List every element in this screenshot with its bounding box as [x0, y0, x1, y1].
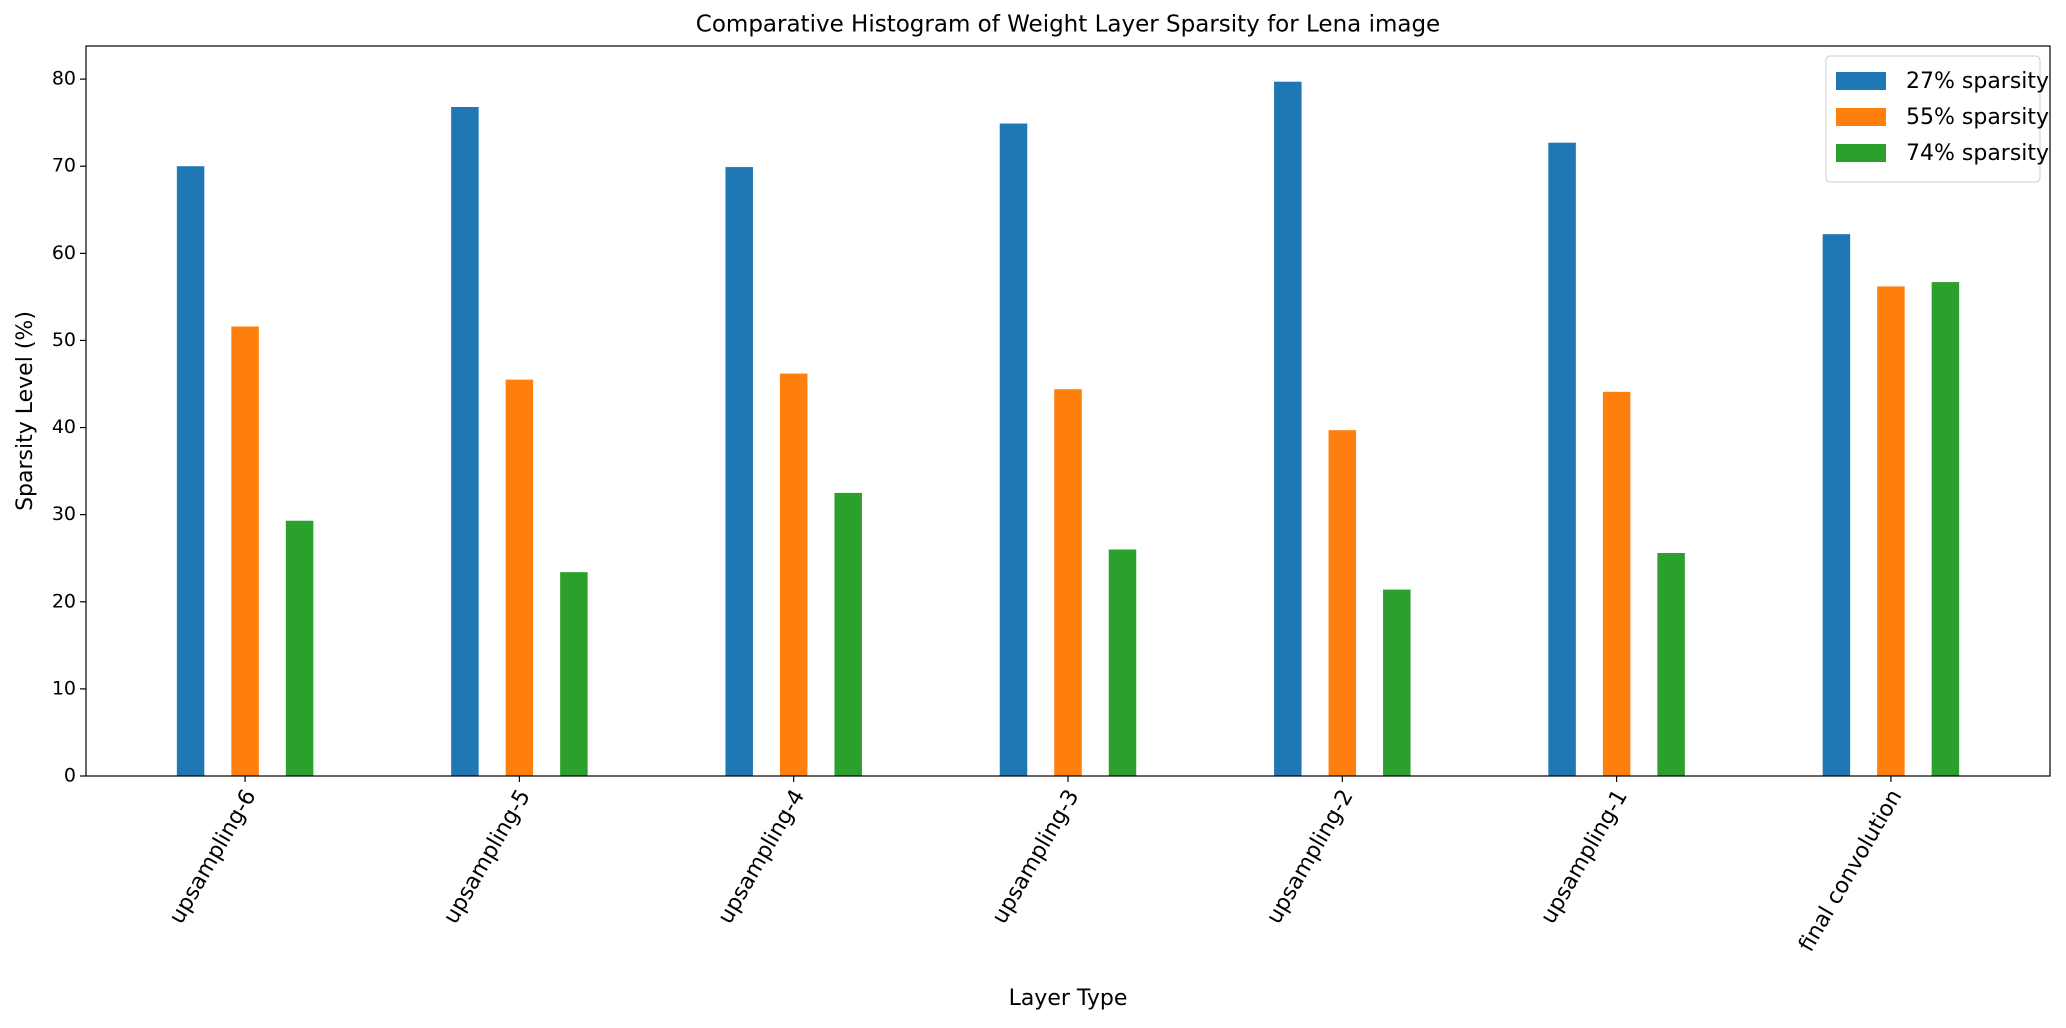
y-tick-label: 50 [52, 329, 76, 351]
x-tick-label: upsampling-1 [1536, 786, 1633, 929]
legend-label: 74% sparsity [1906, 141, 2049, 166]
bar [231, 326, 259, 776]
bar [1877, 286, 1905, 776]
x-tick-label: upsampling-5 [439, 786, 536, 929]
x-tick-label: upsampling-6 [165, 786, 262, 929]
legend-label: 27% sparsity [1906, 69, 2049, 94]
bar [1931, 282, 1960, 776]
legend-swatch [1836, 144, 1886, 162]
bar [176, 166, 205, 777]
x-tick-label: upsampling-3 [988, 786, 1085, 929]
bar [505, 379, 534, 776]
legend-swatch [1836, 72, 1886, 90]
y-tick-label: 20 [52, 590, 76, 612]
bar [1054, 389, 1082, 776]
bar [560, 572, 588, 776]
y-tick-label: 80 [52, 68, 76, 90]
x-tick-label: upsampling-2 [1262, 786, 1359, 929]
bar [834, 492, 862, 776]
y-tick-label: 60 [52, 242, 76, 264]
x-tick-label: final convolution [1794, 786, 1907, 957]
bar [1602, 391, 1631, 776]
y-tick-label: 40 [52, 416, 76, 438]
bar [1274, 81, 1302, 776]
bar [1108, 549, 1137, 776]
y-tick-label: 30 [52, 503, 76, 525]
x-axis-label: Layer Type [1009, 986, 1128, 1011]
y-axis-label: Sparsity Level (%) [13, 311, 38, 511]
y-tick-label: 70 [52, 155, 76, 177]
chart-title: Comparative Histogram of Weight Layer Sp… [696, 12, 1440, 38]
bar [1383, 589, 1411, 776]
legend-label: 55% sparsity [1906, 105, 2049, 130]
bar [1822, 234, 1851, 776]
legend-swatch [1836, 108, 1886, 126]
bar [451, 106, 479, 777]
bar [1548, 142, 1576, 776]
plot-frame [85, 45, 2051, 777]
bar [999, 123, 1028, 776]
bar [779, 373, 808, 776]
y-tick-label: 10 [52, 677, 76, 699]
bar [1328, 430, 1357, 776]
bar [1657, 552, 1685, 776]
bar [725, 167, 753, 776]
bar [285, 520, 314, 776]
y-tick-label: 0 [64, 765, 76, 787]
x-tick-label: upsampling-4 [713, 786, 810, 929]
